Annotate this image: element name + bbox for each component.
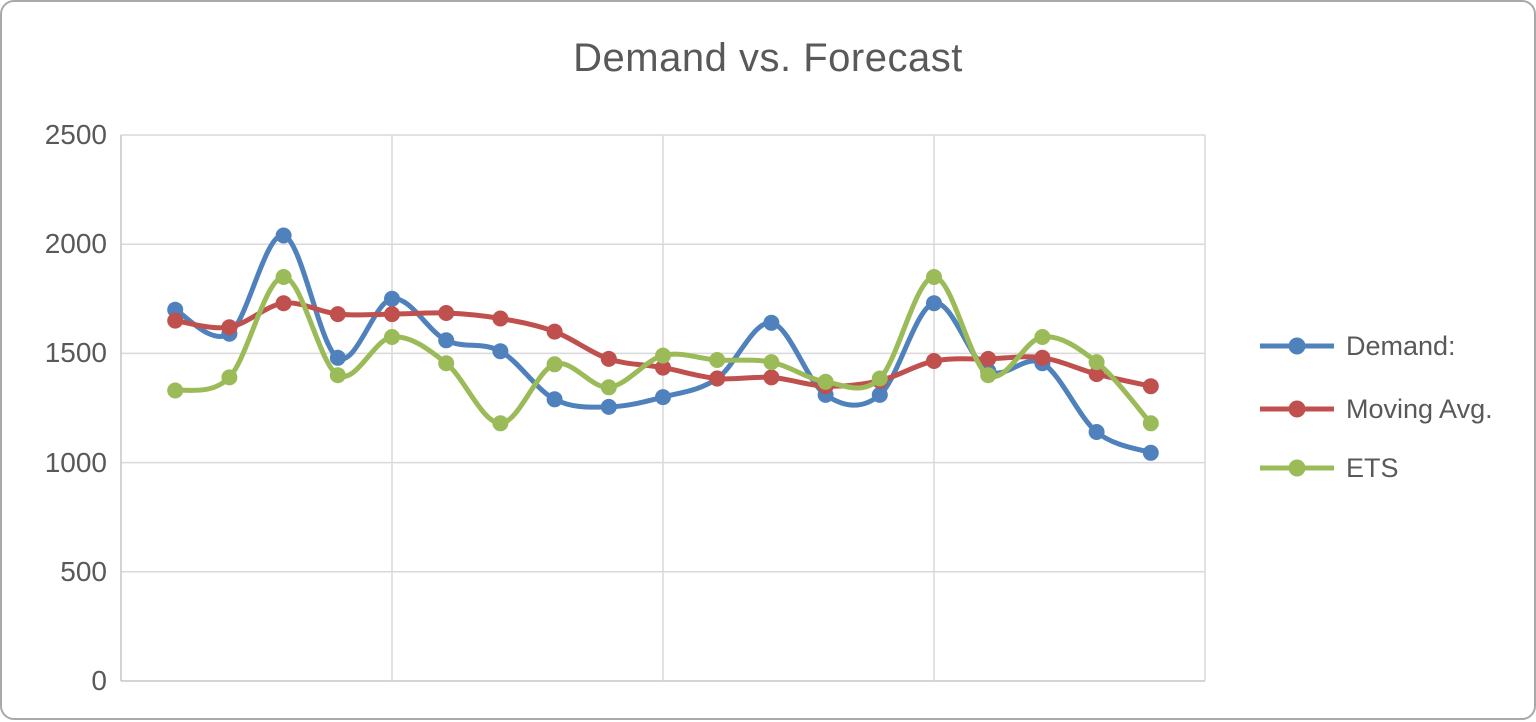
data-point-demand[interactable] [384, 290, 400, 307]
data-point-ets[interactable] [926, 269, 942, 285]
legend-dot [1288, 400, 1306, 418]
data-point-moving-avg[interactable] [1034, 349, 1051, 366]
data-point-ets[interactable] [329, 367, 346, 384]
data-point-demand[interactable] [655, 389, 671, 406]
data-point-ets[interactable] [980, 367, 997, 384]
data-point-moving-avg[interactable] [329, 306, 346, 323]
legend-marker-demand [1260, 337, 1334, 355]
data-point-moving-avg[interactable] [926, 353, 942, 369]
data-point-ets[interactable] [1034, 329, 1051, 345]
y-axis-label: 1000 [44, 447, 107, 478]
data-point-ets[interactable] [275, 269, 292, 285]
data-point-moving-avg[interactable] [492, 310, 509, 327]
legend-dot [1288, 337, 1306, 355]
data-point-demand[interactable] [1088, 424, 1105, 440]
series-ets[interactable] [167, 269, 1159, 432]
data-point-moving-avg[interactable] [655, 359, 671, 376]
data-point-ets[interactable] [221, 369, 238, 386]
y-axis-label: 2000 [44, 228, 107, 259]
data-point-ets[interactable] [655, 347, 671, 364]
data-point-moving-avg[interactable] [709, 370, 726, 387]
y-axis-label: 0 [91, 665, 107, 696]
data-point-ets[interactable] [492, 415, 509, 432]
data-point-demand[interactable] [546, 391, 563, 408]
data-point-demand[interactable] [275, 227, 292, 244]
data-point-ets[interactable] [1142, 415, 1159, 432]
data-point-ets[interactable] [1088, 354, 1105, 371]
data-point-demand[interactable] [329, 349, 346, 366]
chart-title: Demand vs. Forecast [573, 36, 963, 80]
data-point-demand[interactable] [1142, 444, 1159, 461]
legend-marker-moving-avg [1260, 400, 1334, 418]
data-point-ets[interactable] [763, 354, 780, 371]
data-point-ets[interactable] [871, 370, 888, 387]
data-point-ets[interactable] [546, 356, 563, 373]
legend-item-ets[interactable]: ETS [1258, 453, 1399, 483]
data-point-moving-avg[interactable] [600, 350, 617, 367]
data-point-demand[interactable] [600, 398, 617, 415]
data-point-moving-avg[interactable] [763, 369, 780, 386]
data-point-demand[interactable] [492, 343, 509, 360]
data-point-demand[interactable] [438, 332, 455, 349]
data-point-moving-avg[interactable] [221, 319, 238, 336]
data-point-ets[interactable] [600, 379, 617, 396]
legend-item-moving-avg[interactable]: Moving Avg. [1258, 394, 1493, 424]
y-axis-label: 2500 [44, 119, 107, 150]
data-point-ets[interactable] [438, 355, 455, 372]
legend-dot [1288, 459, 1306, 477]
data-point-moving-avg[interactable] [438, 305, 455, 321]
legend-label: Demand: [1346, 330, 1456, 361]
data-point-moving-avg[interactable] [275, 295, 292, 312]
data-point-demand[interactable] [926, 295, 942, 312]
data-point-moving-avg[interactable] [1088, 366, 1105, 383]
gridlines [120, 134, 1206, 682]
y-axis-label: 1500 [44, 337, 107, 368]
legend-marker-ets [1260, 459, 1334, 477]
data-point-moving-avg[interactable] [167, 312, 184, 329]
data-point-moving-avg[interactable] [980, 350, 997, 367]
data-point-ets[interactable] [167, 382, 184, 399]
data-point-moving-avg[interactable] [384, 306, 400, 323]
legend-label: Moving Avg. [1346, 393, 1493, 424]
data-point-moving-avg[interactable] [546, 323, 563, 340]
data-point-ets[interactable] [384, 329, 400, 345]
data-point-ets[interactable] [709, 352, 726, 368]
data-point-moving-avg[interactable] [1142, 378, 1159, 395]
data-point-demand[interactable] [763, 314, 780, 331]
data-point-ets[interactable] [817, 373, 834, 390]
legend-item-demand[interactable]: Demand: [1258, 331, 1456, 361]
data-point-demand[interactable] [871, 386, 888, 403]
legend-label: ETS [1346, 452, 1399, 483]
y-axis-label: 500 [60, 556, 107, 587]
